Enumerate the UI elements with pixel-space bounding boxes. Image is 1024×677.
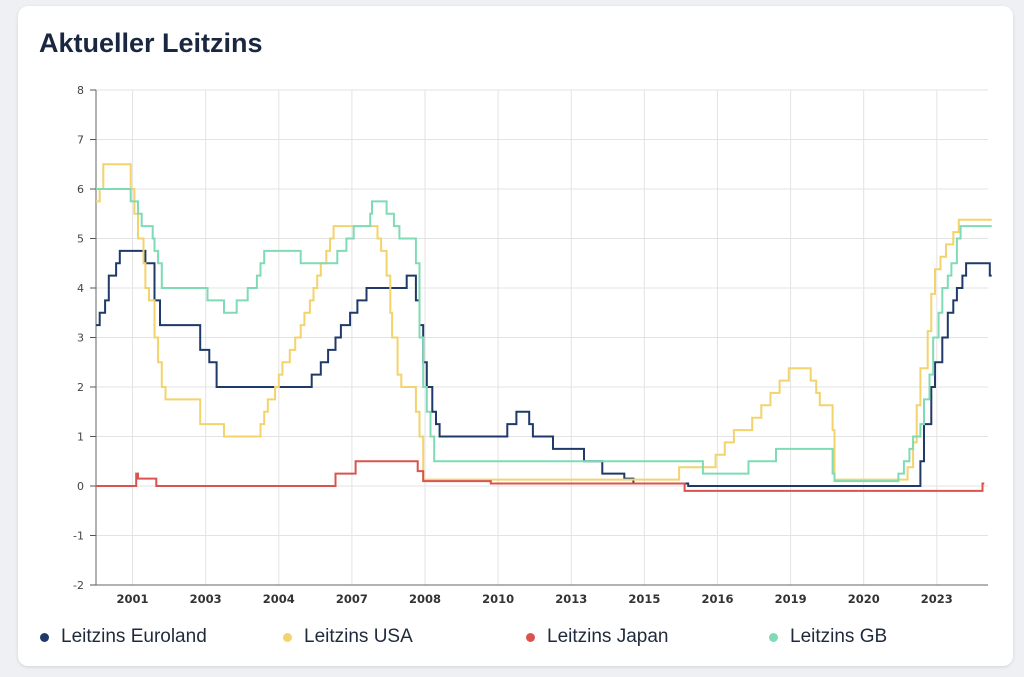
chart-card: Aktueller Leitzins -2 -1 0 1 2 3 4 5 6 7 8 2001 2003… xyxy=(18,6,1013,666)
legend-label: Leitzins USA xyxy=(304,626,413,647)
series-line-leitzins-usa xyxy=(96,163,992,481)
x-tick-label: 2007 xyxy=(336,592,368,606)
legend-dot-icon xyxy=(526,632,535,642)
y-tick-label: 2 xyxy=(77,381,84,394)
y-tick-label: 7 xyxy=(77,134,84,147)
x-tick-label: 2004 xyxy=(263,592,295,606)
series-line-leitzins-gb xyxy=(96,188,992,483)
legend-item-leitzins-gb[interactable]: Leitzins GB xyxy=(769,626,887,648)
x-tick-label: 2020 xyxy=(848,592,880,606)
chart-legend: Leitzins Euroland Leitzins USA Leitzins Ja… xyxy=(40,626,1000,650)
legend-label: Leitzins Japan xyxy=(547,626,669,647)
legend-dot-icon xyxy=(769,632,778,642)
x-tick-label: 2013 xyxy=(555,592,587,606)
x-tick-label: 2001 xyxy=(117,592,149,606)
chart-title: Aktueller Leitzins xyxy=(39,28,263,58)
legend-item-leitzins-euroland[interactable]: Leitzins Euroland xyxy=(40,626,207,648)
x-tick-label: 2008 xyxy=(409,592,441,606)
y-tick-label: 4 xyxy=(77,282,84,295)
series-line-leitzins-euroland xyxy=(96,249,992,487)
y-tick-label: 1 xyxy=(77,431,84,444)
line-chart: -2 -1 0 1 2 3 4 5 6 7 8 2001 2003 2004 2007 2008 2010 201… xyxy=(73,84,992,606)
y-tick-label: 8 xyxy=(77,84,84,97)
series-line-leitzins-japan xyxy=(96,460,985,492)
legend-item-leitzins-usa[interactable]: Leitzins USA xyxy=(283,626,413,648)
y-tick-label: 3 xyxy=(77,332,84,345)
legend-dot-icon xyxy=(40,632,49,642)
legend-item-leitzins-japan[interactable]: Leitzins Japan xyxy=(526,626,668,648)
x-tick-label: 2015 xyxy=(628,592,660,606)
x-tick-label: 2023 xyxy=(921,592,953,606)
legend-dot-icon xyxy=(283,632,292,642)
x-tick-label: 2019 xyxy=(775,592,807,606)
x-tick-label: 2016 xyxy=(701,592,733,606)
y-tick-label: -2 xyxy=(73,579,84,592)
y-tick-label: -1 xyxy=(73,530,84,543)
legend-label: Leitzins GB xyxy=(790,626,888,647)
x-tick-label: 2003 xyxy=(190,592,222,606)
x-tick-label: 2010 xyxy=(482,592,514,606)
legend-label: Leitzins Euroland xyxy=(61,626,207,647)
y-tick-label: 0 xyxy=(77,480,84,493)
y-tick-label: 5 xyxy=(77,233,84,246)
y-tick-label: 6 xyxy=(77,183,84,196)
